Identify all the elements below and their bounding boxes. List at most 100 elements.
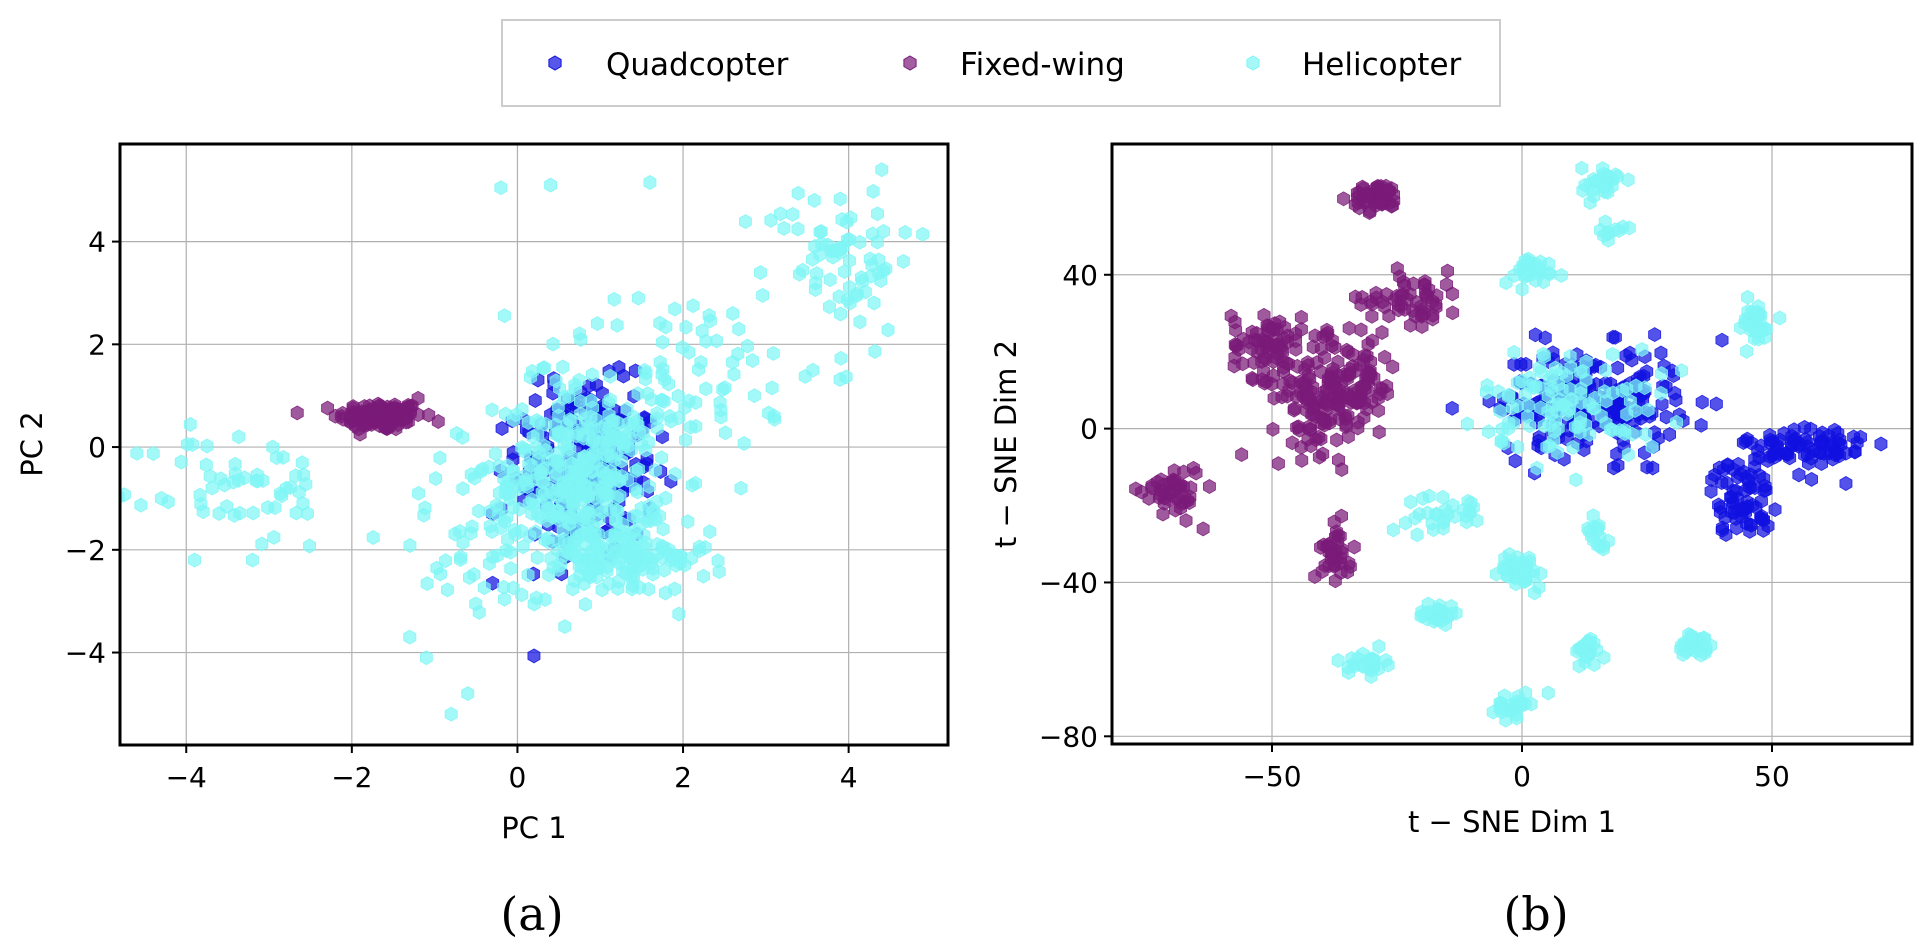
data-point-helicopter [544, 550, 558, 566]
data-point-helicopter [1670, 414, 1683, 430]
data-point-helicopter [695, 323, 709, 339]
data-point-helicopter [823, 272, 837, 288]
data-point-fixed-wing [1329, 552, 1343, 568]
data-point-helicopter [1515, 281, 1529, 297]
data-point-helicopter [546, 336, 560, 352]
data-point-helicopter [570, 462, 584, 478]
data-point-helicopter [475, 461, 489, 477]
data-point-helicopter [439, 553, 453, 569]
data-point-helicopter [659, 490, 673, 506]
data-point-helicopter [228, 456, 242, 472]
data-point-helicopter [696, 568, 710, 584]
data-point-helicopter [535, 474, 549, 490]
data-point-fixed-wing [1154, 472, 1168, 488]
data-point-fixed-wing [1277, 360, 1290, 375]
data-point-helicopter [1386, 522, 1400, 538]
data-point-helicopter [1501, 568, 1515, 584]
data-point-helicopter [1519, 685, 1533, 701]
data-point-helicopter [791, 221, 805, 237]
data-point-helicopter [1416, 490, 1430, 506]
data-point-helicopter [703, 313, 717, 329]
data-point-helicopter [896, 253, 910, 269]
y-tick-label: 2 [88, 328, 106, 361]
data-point-fixed-wing [1285, 375, 1299, 390]
data-point-helicopter [494, 180, 508, 196]
data-point-quadcopter [1754, 493, 1768, 509]
data-point-fixed-wing [1375, 294, 1389, 310]
data-point-helicopter [120, 490, 125, 504]
data-point-fixed-wing [1418, 277, 1432, 293]
data-point-helicopter [1510, 694, 1523, 710]
data-point-helicopter [1745, 304, 1759, 320]
data-point-helicopter [1618, 426, 1632, 442]
data-point-helicopter [492, 500, 506, 516]
data-point-fixed-wing [1359, 185, 1373, 201]
data-point-helicopter [174, 454, 188, 470]
data-point-helicopter [1587, 635, 1601, 651]
data-point-fixed-wing [1378, 349, 1392, 365]
data-point-fixed-wing [1398, 278, 1412, 294]
data-point-fixed-wing [1331, 401, 1345, 417]
data-point-helicopter [838, 264, 852, 280]
data-point-helicopter [1574, 381, 1588, 397]
data-point-fixed-wing [1415, 319, 1429, 334]
data-point-helicopter [898, 224, 912, 240]
data-point-helicopter [1433, 603, 1447, 619]
data-point-helicopter [642, 581, 655, 597]
data-point-helicopter [465, 519, 479, 535]
data-point-fixed-wing [1290, 420, 1304, 435]
series-quadcopter [1445, 327, 1888, 543]
legend-marker-helicopter [1246, 55, 1260, 71]
data-point-helicopter [196, 504, 210, 520]
data-point-quadcopter [1712, 497, 1725, 513]
data-point-helicopter [558, 619, 572, 635]
data-point-helicopter [666, 551, 680, 567]
data-point-fixed-wing [353, 426, 367, 442]
x-tick-label: 0 [1513, 760, 1531, 793]
data-point-helicopter [454, 549, 468, 565]
data-point-helicopter [412, 485, 426, 501]
data-point-helicopter [664, 413, 678, 429]
data-point-quadcopter [1759, 482, 1773, 498]
data-point-fixed-wing [1319, 395, 1333, 411]
data-point-quadcopter [1709, 396, 1723, 412]
data-point-helicopter [1741, 289, 1755, 305]
data-point-helicopter [655, 450, 669, 466]
data-point-helicopter [541, 530, 555, 546]
data-point-helicopter [1511, 439, 1525, 455]
data-point-helicopter [631, 290, 645, 306]
data-point-helicopter [1521, 409, 1535, 424]
data-point-helicopter [716, 382, 730, 397]
data-point-helicopter [727, 366, 741, 382]
data-point-fixed-wing [1266, 421, 1280, 437]
data-point-quadcopter [1528, 327, 1542, 343]
data-point-helicopter [806, 251, 819, 267]
x-tick-label: −50 [1242, 760, 1301, 793]
data-point-fixed-wing [1228, 349, 1242, 365]
data-point-quadcopter [1721, 458, 1735, 474]
data-point-fixed-wing [411, 390, 425, 406]
data-point-helicopter [824, 243, 838, 259]
data-point-helicopter [1408, 510, 1422, 526]
data-point-helicopter [607, 291, 621, 307]
data-point-fixed-wing [1305, 407, 1319, 422]
data-point-fixed-wing [1327, 514, 1341, 530]
data-point-helicopter [246, 505, 260, 521]
data-point-helicopter [1372, 638, 1386, 654]
panel-a-x-axis-label: PC 1 [501, 811, 566, 845]
data-point-helicopter [472, 503, 486, 519]
data-point-helicopter [611, 415, 625, 431]
data-point-helicopter [1461, 493, 1475, 509]
data-point-helicopter [1532, 360, 1546, 376]
data-point-helicopter [637, 527, 651, 543]
data-point-helicopter [1545, 398, 1559, 414]
data-point-helicopter [1421, 505, 1434, 521]
data-point-helicopter [549, 373, 563, 389]
data-point-helicopter [699, 381, 713, 397]
data-point-fixed-wing [1340, 342, 1354, 358]
data-point-helicopter [570, 425, 584, 441]
data-point-helicopter [1410, 527, 1424, 543]
x-tick-label: −2 [331, 761, 372, 794]
data-point-helicopter [678, 400, 692, 416]
